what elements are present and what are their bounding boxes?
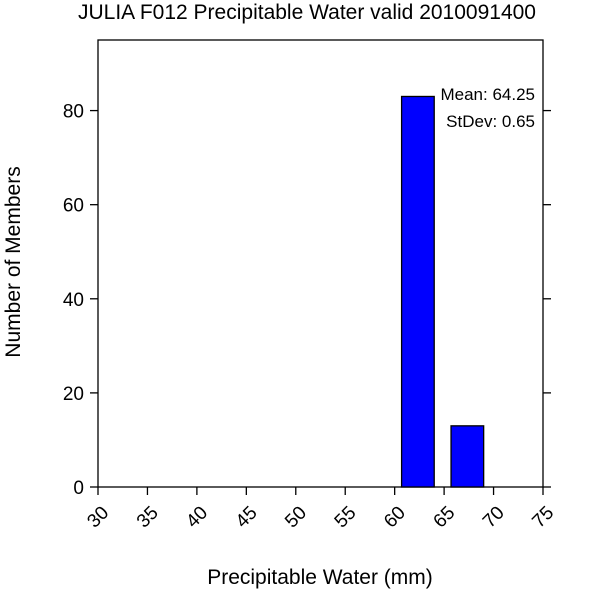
x-tick-label: 55 bbox=[331, 502, 361, 532]
chart-title: JULIA F012 Precipitable Water valid 2010… bbox=[78, 1, 536, 24]
x-tick-label: 50 bbox=[281, 502, 311, 532]
y-tick-label: 60 bbox=[63, 196, 84, 217]
x-tick-label: 70 bbox=[479, 502, 509, 532]
y-tick-label: 20 bbox=[63, 384, 84, 405]
y-tick-label: 80 bbox=[63, 102, 84, 123]
x-axis-ticks: 30 35 40 45 50 55 60 65 70 75 bbox=[83, 487, 558, 532]
y-axis-label: Number of Members bbox=[2, 166, 25, 357]
bars-layer bbox=[400, 95, 485, 488]
y-tick-label: 0 bbox=[73, 478, 84, 499]
x-tick-label: 40 bbox=[182, 502, 212, 532]
y-axis-ticks: 0 20 40 60 80 bbox=[63, 102, 551, 499]
stdev-annotation: StDev: 0.65 bbox=[446, 112, 535, 131]
x-tick-label: 45 bbox=[232, 502, 262, 532]
mean-annotation: Mean: 64.25 bbox=[440, 85, 535, 104]
x-tick-label: 30 bbox=[83, 502, 113, 532]
histogram-bar-1 bbox=[450, 425, 485, 488]
histogram-bar-0 bbox=[400, 95, 435, 488]
y-tick-label: 40 bbox=[63, 290, 84, 311]
x-tick-label: 35 bbox=[133, 502, 163, 532]
x-axis-label: Precipitable Water (mm) bbox=[207, 566, 433, 589]
x-tick-label: 75 bbox=[528, 502, 558, 532]
plot-frame bbox=[97, 39, 544, 488]
x-tick-label: 65 bbox=[430, 502, 460, 532]
x-tick-label: 60 bbox=[380, 502, 410, 532]
